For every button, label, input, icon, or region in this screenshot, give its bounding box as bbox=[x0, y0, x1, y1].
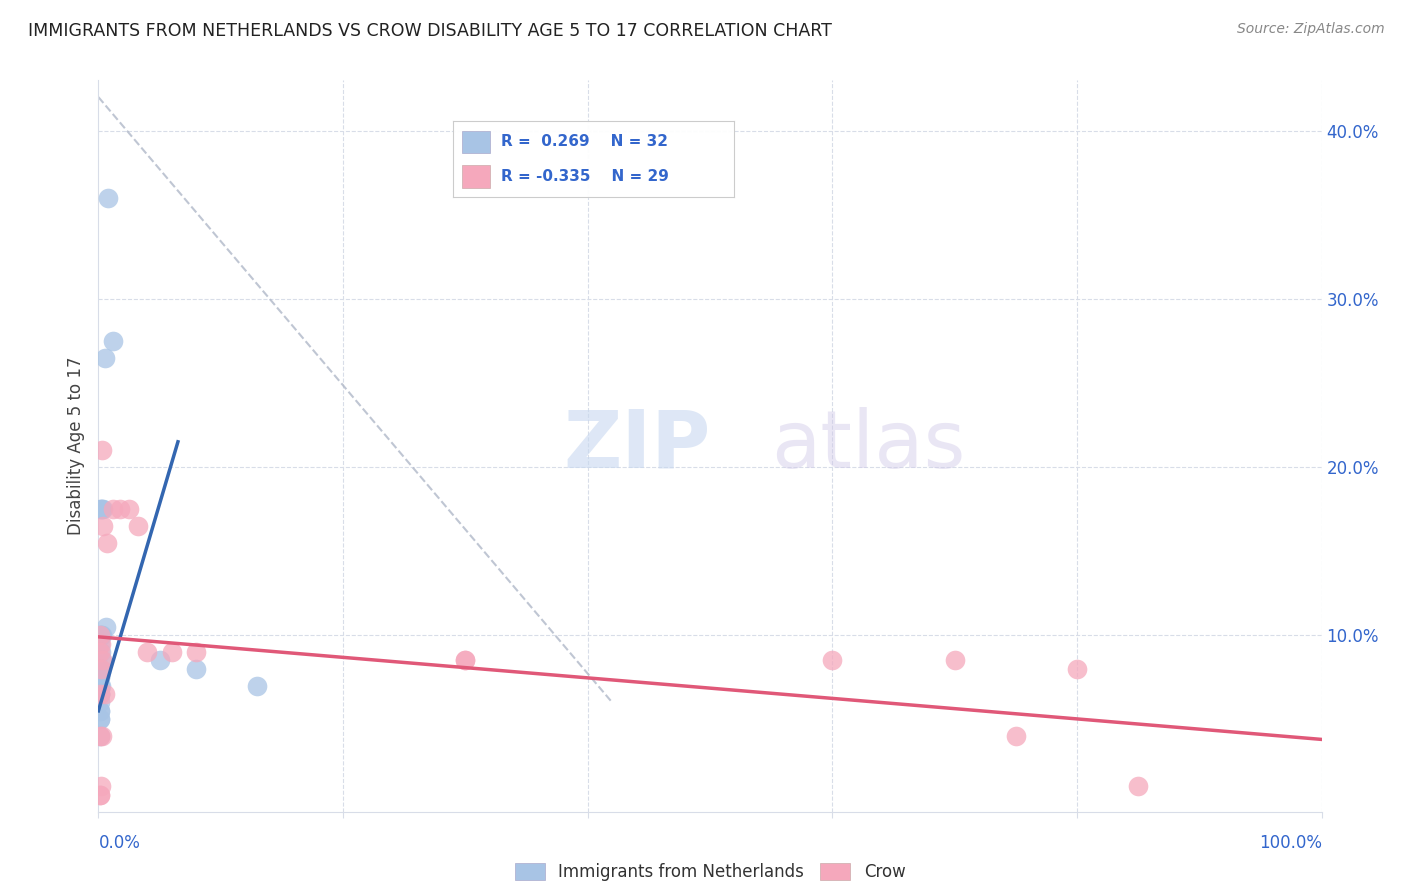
Bar bbox=[461, 166, 489, 188]
Point bbox=[186, 645, 208, 659]
Point bbox=[101, 502, 124, 516]
Point bbox=[90, 679, 112, 693]
Point bbox=[89, 712, 111, 726]
Bar bbox=[461, 130, 489, 153]
Point bbox=[89, 636, 111, 650]
Point bbox=[454, 653, 477, 667]
Point bbox=[1004, 729, 1026, 743]
Point bbox=[821, 653, 844, 667]
Point bbox=[246, 679, 269, 693]
Point bbox=[91, 729, 114, 743]
Point bbox=[89, 628, 111, 642]
Point bbox=[96, 535, 118, 549]
Point bbox=[110, 502, 132, 516]
Point bbox=[89, 687, 111, 701]
Point bbox=[90, 665, 112, 680]
Point bbox=[91, 502, 114, 516]
Point bbox=[94, 620, 117, 634]
Point bbox=[90, 628, 112, 642]
Point bbox=[91, 519, 114, 533]
Point bbox=[89, 687, 111, 701]
Point bbox=[89, 712, 111, 726]
Point bbox=[89, 788, 111, 802]
Point bbox=[90, 645, 112, 659]
Point bbox=[90, 662, 112, 676]
Point bbox=[101, 334, 124, 348]
Point bbox=[91, 628, 114, 642]
Point bbox=[89, 687, 111, 701]
Point bbox=[160, 645, 183, 659]
Point bbox=[89, 729, 111, 743]
Y-axis label: Disability Age 5 to 17: Disability Age 5 to 17 bbox=[67, 357, 86, 535]
Point bbox=[91, 443, 114, 458]
Text: 100.0%: 100.0% bbox=[1258, 834, 1322, 852]
Text: ZIP: ZIP bbox=[564, 407, 710, 485]
Legend: Immigrants from Netherlands, Crow: Immigrants from Netherlands, Crow bbox=[508, 856, 912, 888]
Point bbox=[89, 662, 111, 676]
Point bbox=[89, 670, 111, 684]
Point bbox=[90, 502, 112, 516]
Point bbox=[136, 645, 159, 659]
Text: atlas: atlas bbox=[772, 407, 966, 485]
Point bbox=[93, 351, 115, 365]
Point bbox=[89, 679, 111, 693]
Point bbox=[118, 502, 141, 516]
Point bbox=[943, 653, 966, 667]
Point bbox=[90, 662, 112, 676]
Text: R = -0.335    N = 29: R = -0.335 N = 29 bbox=[501, 169, 669, 185]
Point bbox=[454, 653, 477, 667]
Point bbox=[97, 191, 120, 205]
Point bbox=[89, 788, 111, 802]
Point bbox=[93, 687, 115, 701]
Point bbox=[89, 645, 111, 659]
Point bbox=[89, 502, 111, 516]
Point bbox=[89, 628, 111, 642]
Point bbox=[90, 780, 112, 794]
Point bbox=[91, 502, 114, 516]
Point bbox=[186, 662, 208, 676]
Point bbox=[91, 653, 114, 667]
Point bbox=[127, 519, 149, 533]
Point bbox=[89, 704, 111, 718]
Point bbox=[149, 653, 172, 667]
Point bbox=[91, 653, 114, 667]
Point bbox=[89, 704, 111, 718]
Text: IMMIGRANTS FROM NETHERLANDS VS CROW DISABILITY AGE 5 TO 17 CORRELATION CHART: IMMIGRANTS FROM NETHERLANDS VS CROW DISA… bbox=[28, 22, 832, 40]
Point bbox=[89, 695, 111, 709]
Point bbox=[89, 729, 111, 743]
Point bbox=[1066, 662, 1088, 676]
Point bbox=[89, 670, 111, 684]
Text: 0.0%: 0.0% bbox=[98, 834, 141, 852]
Point bbox=[90, 636, 112, 650]
Point bbox=[1128, 780, 1150, 794]
Text: R =  0.269    N = 32: R = 0.269 N = 32 bbox=[501, 135, 668, 150]
Text: Source: ZipAtlas.com: Source: ZipAtlas.com bbox=[1237, 22, 1385, 37]
